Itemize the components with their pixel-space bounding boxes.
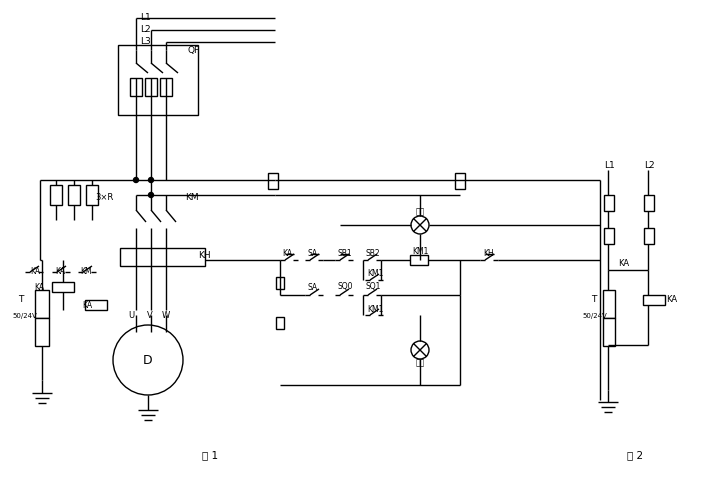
- Text: L1: L1: [604, 161, 615, 170]
- Text: 运行: 运行: [415, 359, 425, 367]
- Text: 故障: 故障: [415, 207, 425, 216]
- Text: SQ0: SQ0: [337, 282, 352, 292]
- Circle shape: [411, 341, 429, 359]
- Bar: [35, 318, 49, 346]
- Circle shape: [411, 216, 429, 234]
- Text: L3: L3: [140, 38, 151, 46]
- Bar: [455, 173, 465, 189]
- Text: KA: KA: [82, 300, 92, 309]
- Text: 50/24V: 50/24V: [582, 313, 607, 319]
- Text: KA: KA: [282, 249, 292, 257]
- Bar: [52, 282, 74, 292]
- Text: 50/24V: 50/24V: [12, 313, 36, 319]
- Text: KA: KA: [618, 258, 629, 268]
- Text: KM: KM: [80, 268, 92, 277]
- Text: KA: KA: [666, 295, 677, 305]
- Bar: [85, 300, 107, 310]
- Text: SA: SA: [307, 282, 317, 292]
- Text: KM1: KM1: [367, 305, 383, 313]
- Text: U: U: [128, 310, 134, 320]
- Text: QF: QF: [188, 45, 200, 54]
- Bar: [644, 228, 654, 244]
- Text: KM1: KM1: [367, 269, 383, 279]
- Text: SB1: SB1: [337, 249, 352, 257]
- Text: 图 2: 图 2: [627, 450, 643, 460]
- Bar: [644, 195, 654, 211]
- Text: T: T: [18, 295, 24, 305]
- Bar: [410, 255, 428, 265]
- Bar: [268, 173, 278, 189]
- Bar: [118, 45, 198, 115]
- Text: L1: L1: [140, 13, 151, 23]
- Circle shape: [149, 177, 154, 183]
- Bar: [603, 318, 615, 346]
- Text: KM1: KM1: [412, 246, 428, 255]
- Bar: [35, 290, 49, 318]
- Circle shape: [134, 177, 139, 183]
- Text: KA: KA: [30, 268, 40, 277]
- Text: KA: KA: [34, 282, 44, 292]
- Text: KH: KH: [198, 251, 211, 259]
- Bar: [86, 185, 98, 205]
- Text: W: W: [162, 310, 170, 320]
- Text: SB2: SB2: [365, 249, 380, 257]
- Text: SA: SA: [307, 249, 317, 257]
- Bar: [276, 277, 284, 289]
- Text: 图 1: 图 1: [202, 450, 218, 460]
- Text: 3×R: 3×R: [95, 193, 113, 202]
- Text: KA: KA: [55, 268, 65, 277]
- Text: V: V: [147, 310, 153, 320]
- Text: KH: KH: [483, 249, 494, 257]
- Circle shape: [113, 325, 183, 395]
- Circle shape: [149, 192, 154, 198]
- Text: D: D: [143, 353, 153, 366]
- Bar: [130, 78, 142, 96]
- Text: L2: L2: [644, 161, 655, 170]
- Bar: [160, 78, 172, 96]
- Bar: [604, 228, 614, 244]
- Text: T: T: [591, 295, 596, 305]
- Bar: [604, 195, 614, 211]
- Text: KM: KM: [185, 193, 199, 202]
- Bar: [68, 185, 80, 205]
- Text: SQ1: SQ1: [365, 282, 380, 292]
- Bar: [643, 295, 665, 305]
- Bar: [603, 290, 615, 318]
- Bar: [276, 317, 284, 329]
- Bar: [145, 78, 157, 96]
- Bar: [50, 185, 62, 205]
- Text: L2: L2: [140, 26, 151, 35]
- Bar: [120, 248, 205, 266]
